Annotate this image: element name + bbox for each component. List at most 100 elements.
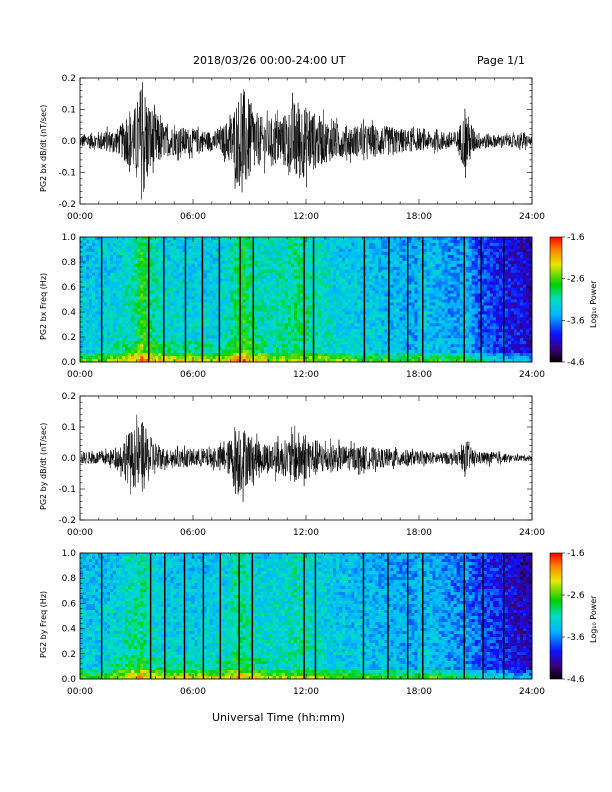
spectrogram-cell: [275, 254, 280, 259]
spectrogram-cell: [128, 344, 132, 348]
spectrogram-cell: [146, 242, 150, 247]
spectrogram-cell: [381, 287, 385, 291]
spectrogram-cell: [293, 248, 298, 253]
spectrogram-cell: [107, 272, 111, 277]
spectrogram-cell: [278, 260, 283, 265]
spectrogram-cell: [119, 329, 123, 333]
spectrogram-cell: [95, 308, 99, 312]
spectrogram-cell: [357, 239, 361, 244]
spectrogram-cell: [414, 239, 418, 244]
spectrogram-cell: [122, 269, 126, 274]
spectrogram-cell: [104, 248, 108, 253]
spectrogram-cell: [336, 293, 340, 297]
spectrogram-cell: [369, 263, 373, 268]
spectrogram-cell: [278, 320, 283, 324]
spectrogram-cell: [167, 326, 171, 330]
spectrogram-cell: [378, 257, 382, 262]
spectrogram-cell: [275, 323, 280, 327]
spectrogram-cell: [101, 284, 105, 288]
spectrogram-cell: [197, 350, 201, 354]
spectrogram-cell: [408, 299, 412, 303]
spectrogram-cell: [197, 257, 201, 262]
spectrogram-cell: [182, 353, 186, 357]
spectrogram-cell: [284, 239, 289, 244]
spectrogram-cell: [423, 266, 427, 271]
spectrogram-cell: [287, 237, 292, 241]
spectrogram-cell: [83, 323, 87, 327]
spectrogram-cell: [263, 263, 268, 268]
spectrogram-cell: [212, 269, 216, 274]
spectrogram-cell: [399, 263, 403, 268]
spectrogram-cell: [266, 281, 271, 286]
spectrogram-cell: [278, 287, 283, 291]
spectrogram-cell: [399, 251, 403, 256]
spectrogram-cell: [227, 281, 232, 286]
spectrogram-cell: [191, 272, 195, 277]
spectrogram-cell: [182, 347, 186, 351]
spectrogram-cell: [275, 308, 280, 312]
spectrogram-cell: [378, 242, 382, 247]
spectrogram-cell: [89, 353, 93, 357]
spectrogram-cell: [140, 326, 144, 330]
spectrogram-cell: [369, 269, 373, 274]
spectrogram-cell: [378, 239, 382, 244]
spectrogram-cell: [197, 320, 201, 324]
spectrogram-cell: [396, 237, 400, 241]
spectrogram-cell: [369, 281, 373, 286]
spectrogram-cell: [110, 320, 114, 324]
spectrogram-cell: [242, 251, 247, 256]
spectrogram-cell: [122, 320, 126, 324]
spectrogram-cell: [366, 260, 370, 265]
spectrogram-cell: [170, 248, 174, 253]
spectrogram-cell: [324, 347, 328, 351]
spectrogram-cell: [315, 314, 319, 318]
spectrogram-cell: [324, 248, 328, 253]
spectrogram-cell: [342, 257, 346, 262]
spectrogram-cell: [269, 353, 274, 357]
spectrogram-cell: [188, 237, 192, 241]
spectrogram-cell: [158, 341, 162, 345]
spectrogram-cell: [113, 308, 117, 312]
spectrogram-cell: [230, 269, 235, 274]
spectrogram-cell: [257, 356, 262, 360]
spectrogram-cell: [336, 281, 340, 286]
spectrogram-cell: [284, 344, 289, 348]
spectrogram-cell: [110, 326, 114, 330]
spectrogram-cell: [296, 323, 301, 327]
spectrogram-cell: [221, 296, 226, 300]
spectrogram-cell: [110, 284, 114, 288]
spectrogram-cell: [125, 266, 129, 271]
spectrogram-cell: [411, 308, 415, 312]
spectrogram-cell: [92, 281, 96, 286]
spectrogram-cell: [212, 356, 216, 360]
spectrogram-cell: [95, 338, 99, 342]
spectrogram-cell: [254, 239, 259, 244]
spectrogram-cell: [149, 329, 153, 333]
spectrogram-cell: [239, 290, 244, 294]
spectrogram-cell: [399, 311, 403, 315]
spectrogram-cell: [215, 305, 220, 309]
spectrogram-cell: [354, 317, 358, 321]
spectrogram-cell: [351, 347, 355, 351]
spectrogram-cell: [333, 347, 337, 351]
spectrogram-cell: [227, 299, 232, 303]
spectrogram-cell: [360, 269, 364, 274]
spectrogram-cell: [260, 311, 265, 315]
spectrogram-cell: [396, 320, 400, 324]
spectrogram-cell: [327, 311, 331, 315]
spectrogram-cell: [158, 257, 162, 262]
spectrogram-cell: [257, 245, 262, 250]
spectrogram-cell: [122, 254, 126, 259]
spectrogram-cell: [116, 251, 120, 256]
spectrogram-cell: [399, 272, 403, 277]
spectrogram-cell: [140, 317, 144, 321]
spectrogram-cell: [197, 341, 201, 345]
spectrogram-cell: [203, 317, 207, 321]
spectrogram-cell: [188, 353, 192, 357]
spectrogram-cell: [140, 245, 144, 250]
spectrogram-cell: [140, 314, 144, 318]
spectrogram-cell: [327, 317, 331, 321]
spectrogram-cell: [176, 338, 180, 342]
spectrogram-cell: [321, 305, 325, 309]
spectrogram-cell: [239, 314, 244, 318]
